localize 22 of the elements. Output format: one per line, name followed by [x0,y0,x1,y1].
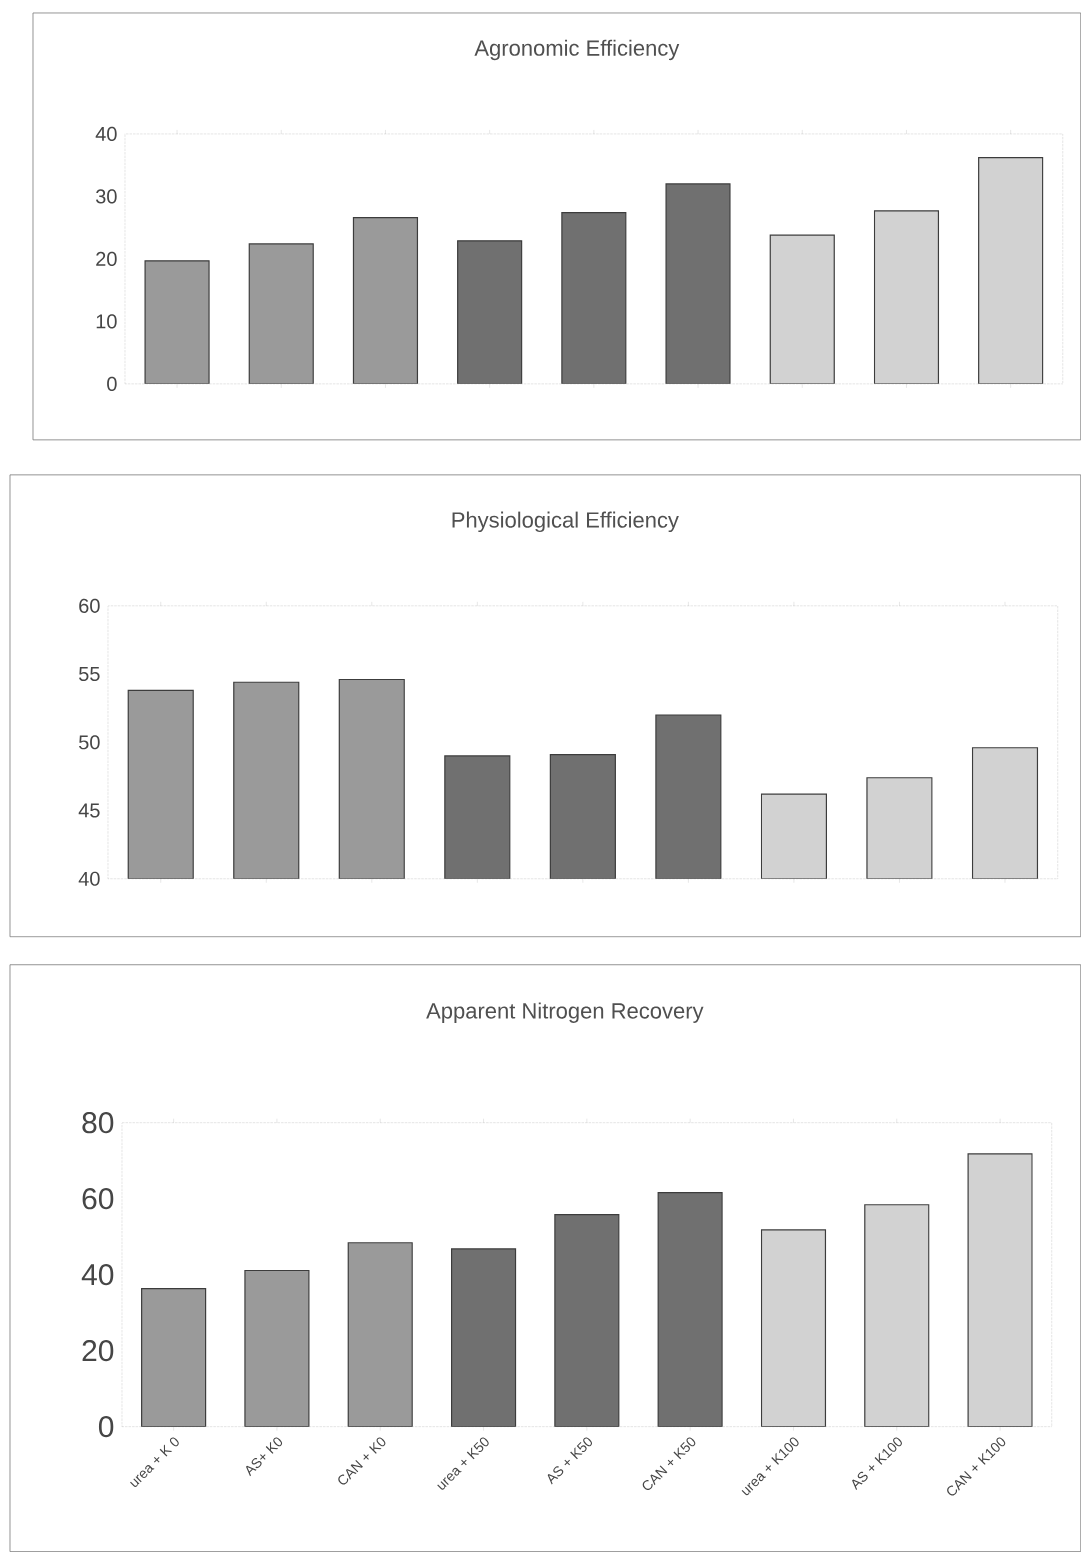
x-tick-label: AS+ K0 [245,1437,283,1477]
y-tick-label: 60 [82,1188,114,1210]
chart-title: Agronomic Efficiency [474,39,680,61]
y-tick-label: 20 [82,1340,114,1362]
chart-title: Physiological Efficiency [452,511,679,533]
y-tick-label: 0 [107,376,117,391]
y-tick-label: 20 [96,251,117,266]
y-tick-label: 0 [98,1416,114,1438]
x-tick-label: urea + K50 [437,1437,489,1490]
x-tick-label: AS + K50 [547,1437,592,1485]
y-tick-label: 30 [95,189,117,204]
y-tick-label: 80 [82,1112,114,1134]
y-tick-label: 40 [95,126,117,142]
y-tick-label: 60 [79,598,100,613]
x-tick-label: urea + K 0 [129,1437,179,1488]
y-tick-label: 55 [78,667,100,682]
y-tick-label: 50 [78,735,100,750]
y-tick-label: 40 [78,871,100,886]
y-tick-label: 45 [78,803,100,818]
y-tick-label: 10 [96,314,117,329]
y-tick-label: 40 [81,1264,114,1286]
chart-title: Apparent Nitrogen Recovery [426,1002,704,1023]
